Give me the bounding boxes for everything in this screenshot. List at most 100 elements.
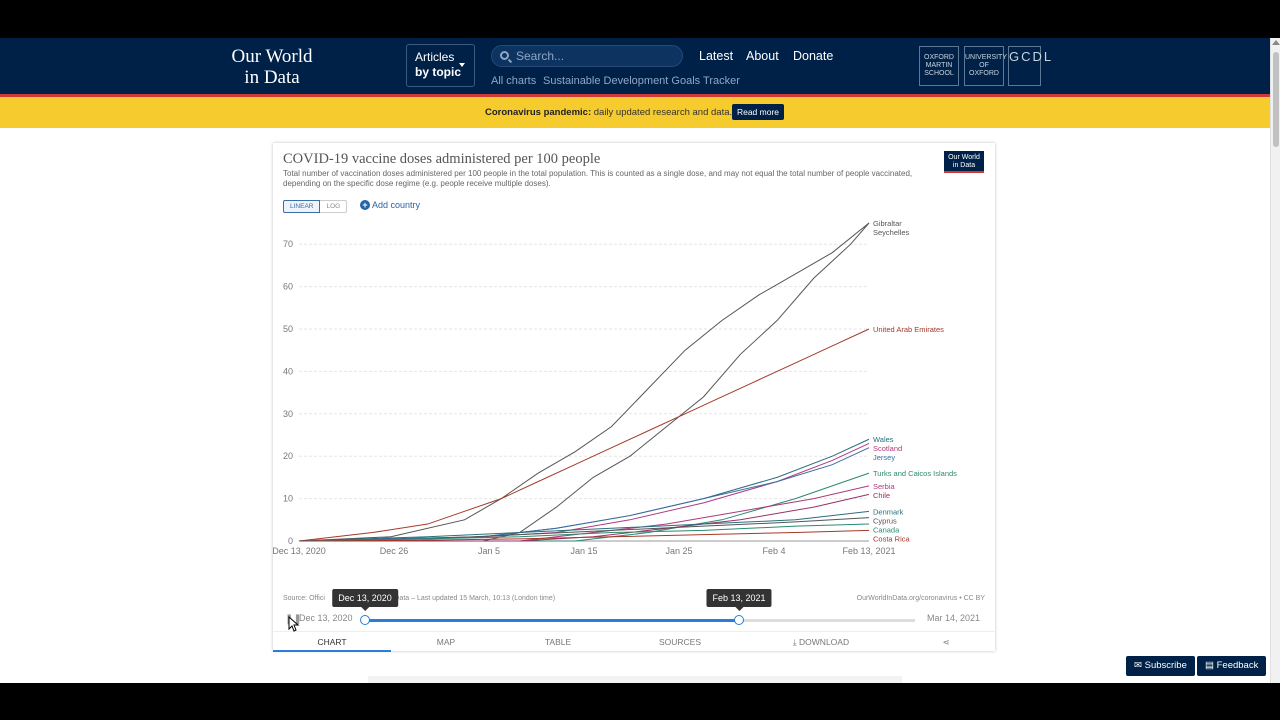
timeline-range-fill [365,619,739,622]
x-tick-label: Feb 4 [762,546,785,556]
tab-sources[interactable]: SOURCES [658,637,702,647]
series-label: Chile [873,491,890,500]
search-input[interactable]: Search... [491,45,683,67]
subscribe-button[interactable]: ✉ Subscribe [1126,656,1195,676]
series-label: Gibraltar [873,219,902,228]
chart-source: Source: Offici World in Data – Last updat… [283,595,555,602]
series-label: Costa Rica [873,534,911,543]
series-line [298,523,870,542]
series-label: Wales [873,435,894,444]
search-placeholder: Search... [516,49,565,63]
browser-viewport: Our World in Data Articles by topic Sear… [0,38,1280,683]
timeline-start-tooltip: Dec 13, 2020 [332,589,398,611]
y-tick-label: 0 [288,536,293,546]
university-of-oxford-logo[interactable]: UNIVERSITY OF OXFORD [964,46,1007,86]
scale-linear-button[interactable]: LINEAR [283,200,321,213]
x-tick-label: Jan 15 [570,546,597,556]
timeline-end-tooltip: Feb 13, 2021 [706,589,772,611]
tab-table[interactable]: TABLE [544,637,572,647]
timeline-end-label: Mar 14, 2021 [927,613,981,623]
chart-card: COVID-19 vaccine doses administered per … [273,143,995,652]
banner-text: Coronavirus pandemic: daily updated rese… [485,107,732,118]
series-label: Jersey [873,453,895,462]
scale-log-button[interactable]: LOG [320,200,348,213]
subnav-sdg-tracker[interactable]: Sustainable Development Goals Tracker [543,75,740,87]
feedback-label: Feedback [1216,660,1259,671]
pause-icon[interactable]: ❚❚ [285,614,302,625]
page-scrollbar[interactable] [1270,38,1280,683]
x-tick-label: Dec 13, 2020 [273,546,326,556]
tab-map[interactable]: MAP [436,637,456,647]
series-label: Canada [873,525,900,534]
nav-latest[interactable]: Latest [699,49,734,63]
series-label: Serbia [873,482,896,491]
series-line [298,529,870,542]
articles-label: Articles [415,50,455,64]
subscribe-label: Subscribe [1144,660,1187,671]
scroll-up-arrow-icon[interactable] [1272,40,1280,45]
timeline-start-label: Dec 13, 2020 [299,613,353,623]
tab-download[interactable]: ⤓ DOWNLOAD [745,632,897,652]
chevron-down-icon [459,63,465,67]
banner-body: daily updated research and data. [591,107,733,118]
articles-by-topic-button[interactable]: Articles by topic [406,44,475,87]
logo-line2: in Data [244,67,300,88]
banner-bold: Coronavirus pandemic: [485,107,592,118]
logo-line1: Our World [231,46,313,67]
site-header: Our World in Data Articles by topic Sear… [0,38,1270,97]
chart-title: COVID-19 vaccine doses administered per … [283,151,601,167]
series-label: Seychelles [873,228,910,237]
timeline-end-handle[interactable] [734,615,744,625]
badge-line2: in Data [952,162,976,169]
nav-donate[interactable]: Donate [793,49,834,63]
mail-icon: ✉ [1134,660,1145,671]
coronavirus-banner: Coronavirus pandemic: daily updated rese… [0,97,1270,128]
x-tick-label: Jan 25 [665,546,692,556]
y-tick-label: 70 [283,239,293,249]
nav-about[interactable]: About [746,49,779,63]
series-line [299,222,870,542]
x-tick-label: Feb 13, 2021 [842,546,895,556]
chart-source-right: OurWorldInData.org/coronavirus • CC BY [856,595,985,602]
timeline-start-handle[interactable] [360,615,370,625]
series-label: Denmark [873,507,904,516]
y-tick-label: 50 [283,324,293,334]
x-tick-label: Jan 5 [478,546,500,556]
source-left: Source: Offici [283,595,325,602]
y-tick-label: 40 [283,366,293,376]
series-label: Turks and Caicos Islands [873,469,957,478]
badge-line1: Our World [948,154,980,161]
share-icon[interactable]: ⋖ [942,637,950,647]
series-line [298,510,870,542]
download-icon: ⤓ [792,637,800,647]
feedback-button[interactable]: ▤ Feedback [1197,656,1267,676]
tab-download-label: DOWNLOAD [799,637,850,647]
scale-toggle: LINEAR LOG [283,200,348,213]
y-tick-label: 20 [283,451,293,461]
gcdl-logo[interactable]: GCDL [1008,46,1051,86]
page-content-below [368,676,902,683]
tab-chart[interactable]: CHART [273,632,391,652]
read-more-button[interactable]: Read more [732,104,784,120]
oxford-martin-school-logo[interactable]: OXFORD MARTIN SCHOOL [919,46,959,86]
search-icon [500,51,509,60]
owid-badge[interactable]: Our World in Data [944,151,984,173]
owid-logo[interactable]: Our World in Data [228,46,316,88]
scrollbar-thumb[interactable] [1273,52,1279,147]
chart-subtitle: Total number of vaccination doses admini… [283,169,913,188]
add-country-button[interactable]: + Add country [360,200,420,210]
y-tick-label: 10 [283,494,293,504]
x-tick-label: Dec 26 [380,546,409,556]
timeline-slider[interactable]: Dec 13, 2020 Feb 13, 2021 [332,589,915,625]
series-line [298,438,870,542]
source-mid: World in Data – Last updated 15 March, 1… [366,595,556,602]
plus-icon: + [360,200,370,210]
series-label: Cyprus [873,516,897,525]
series-label: Scotland [873,444,902,453]
subnav-all-charts[interactable]: All charts [491,75,537,87]
series-line [298,222,870,542]
y-tick-label: 60 [283,282,293,292]
y-tick-label: 30 [283,409,293,419]
series-label: United Arab Emirates [873,325,944,334]
line-chart: 0 10 20 30 40 50 60 70 Dec 13, 2020 Dec 26 Jan 5 Ja… [273,219,957,556]
